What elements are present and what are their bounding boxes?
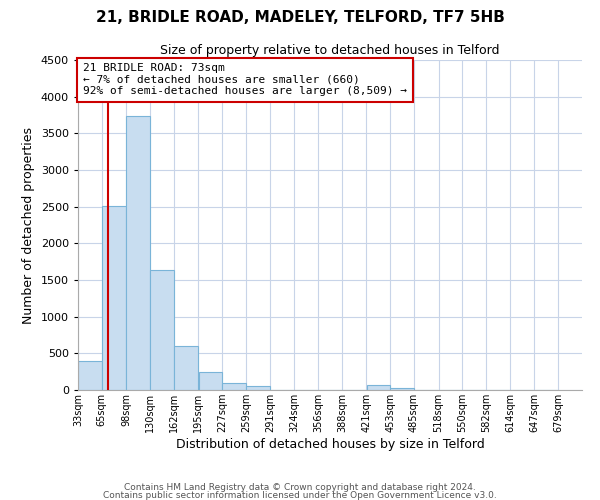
Text: Contains HM Land Registry data © Crown copyright and database right 2024.: Contains HM Land Registry data © Crown c… — [124, 484, 476, 492]
Bar — [127, 116, 150, 390]
Bar — [246, 386, 269, 390]
Bar — [367, 385, 390, 390]
Bar — [199, 372, 222, 390]
Bar — [102, 206, 126, 390]
Text: 21, BRIDLE ROAD, MADELEY, TELFORD, TF7 5HB: 21, BRIDLE ROAD, MADELEY, TELFORD, TF7 5… — [95, 10, 505, 25]
Bar — [391, 388, 414, 390]
Text: 21 BRIDLE ROAD: 73sqm
← 7% of detached houses are smaller (660)
92% of semi-deta: 21 BRIDLE ROAD: 73sqm ← 7% of detached h… — [83, 64, 407, 96]
Title: Size of property relative to detached houses in Telford: Size of property relative to detached ho… — [160, 44, 500, 58]
X-axis label: Distribution of detached houses by size in Telford: Distribution of detached houses by size … — [176, 438, 484, 451]
Text: Contains public sector information licensed under the Open Government Licence v3: Contains public sector information licen… — [103, 490, 497, 500]
Bar — [150, 270, 174, 390]
Bar — [174, 346, 199, 390]
Y-axis label: Number of detached properties: Number of detached properties — [22, 126, 35, 324]
Bar — [78, 362, 101, 390]
Bar — [223, 382, 246, 390]
